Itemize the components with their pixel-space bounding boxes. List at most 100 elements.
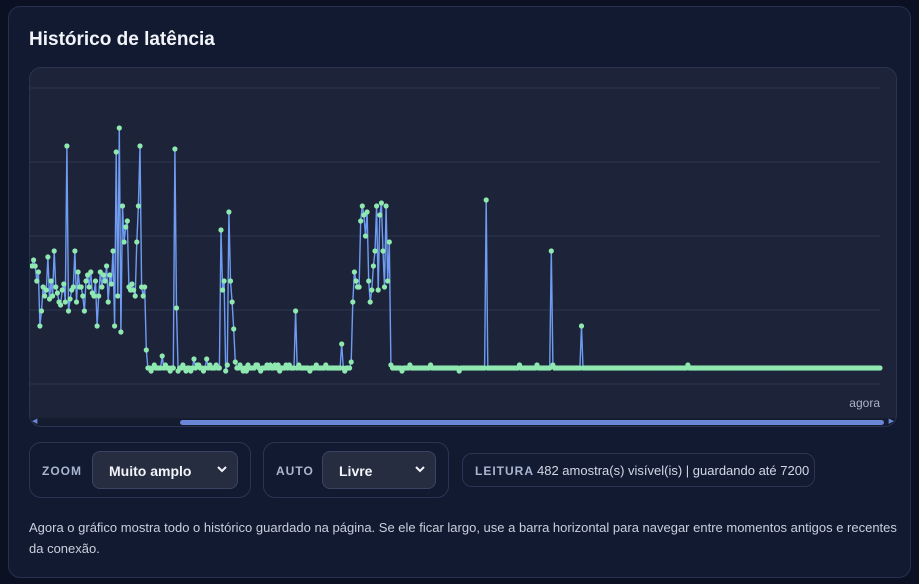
data-point	[123, 224, 129, 230]
data-point	[42, 293, 48, 299]
data-point	[92, 278, 99, 284]
data-point	[45, 254, 51, 260]
latency-chart-panel[interactable]: agora ◀ ▶	[29, 67, 897, 427]
data-point	[159, 353, 165, 359]
data-point	[170, 365, 176, 371]
data-point	[227, 278, 234, 284]
data-point	[366, 278, 372, 284]
data-point	[43, 287, 49, 293]
data-point	[223, 368, 229, 374]
data-point	[121, 239, 127, 245]
data-point	[347, 365, 353, 371]
data-point	[173, 305, 180, 311]
now-label: agora	[849, 396, 880, 410]
data-point	[50, 293, 56, 299]
chevron-down-icon	[415, 466, 425, 473]
data-point	[358, 218, 364, 224]
scroll-right-arrow-icon[interactable]: ▶	[888, 418, 894, 425]
data-point	[112, 323, 118, 329]
data-point	[232, 359, 238, 365]
data-point	[381, 284, 388, 290]
chevron-down-icon	[217, 466, 227, 473]
data-point	[124, 218, 130, 224]
zoom-label: ZOOM	[42, 464, 82, 478]
data-point	[350, 299, 356, 305]
data-point	[99, 284, 105, 290]
data-point	[110, 248, 116, 254]
data-point	[364, 209, 370, 215]
data-point	[367, 299, 373, 305]
data-point	[107, 272, 113, 278]
data-point	[88, 269, 94, 275]
auto-control: AUTO Livre	[263, 442, 449, 498]
data-point	[385, 278, 391, 284]
data-point	[59, 287, 65, 293]
data-point	[32, 263, 38, 269]
data-point	[372, 248, 378, 254]
data-point	[362, 233, 369, 239]
data-point	[86, 284, 92, 290]
data-point	[142, 284, 148, 290]
data-point	[61, 281, 67, 287]
data-point	[62, 299, 68, 305]
data-point	[351, 269, 357, 275]
chart-grid	[30, 87, 880, 385]
auto-label: AUTO	[276, 464, 314, 478]
data-point	[108, 281, 114, 287]
data-point	[96, 293, 102, 299]
data-point	[48, 278, 54, 284]
card-title: Histórico de latência	[29, 29, 215, 50]
scrollbar-thumb[interactable]	[180, 420, 884, 425]
data-point	[58, 302, 64, 308]
data-point	[34, 278, 40, 284]
data-point	[172, 146, 178, 152]
data-point	[118, 329, 124, 335]
auto-select[interactable]: Livre	[322, 451, 436, 489]
data-point	[115, 293, 121, 299]
data-point	[578, 323, 585, 329]
data-point	[369, 287, 375, 293]
data-point	[31, 257, 37, 263]
reading-label: LEITURA	[475, 464, 534, 478]
zoom-control: ZOOM Muito amplo	[29, 442, 251, 498]
data-point	[113, 149, 119, 155]
data-point	[119, 203, 126, 209]
data-point	[64, 143, 70, 149]
data-point	[216, 365, 222, 371]
data-point	[105, 299, 111, 305]
data-point	[221, 278, 227, 284]
data-point	[226, 209, 232, 215]
data-point	[70, 284, 76, 290]
data-point	[75, 269, 81, 275]
data-point	[72, 248, 78, 254]
data-point	[375, 287, 381, 293]
data-point	[224, 362, 230, 368]
data-point	[131, 287, 137, 293]
data-point	[102, 278, 108, 284]
latency-chart	[30, 87, 883, 385]
horizontal-scrollbar[interactable]: ◀ ▶	[30, 418, 896, 426]
data-point	[129, 281, 135, 287]
data-point	[377, 212, 383, 218]
data-point	[374, 203, 380, 209]
latency-points	[30, 125, 883, 374]
data-point	[359, 203, 365, 209]
data-point	[386, 239, 392, 245]
data-point	[81, 308, 87, 314]
data-point	[80, 293, 86, 299]
latency-history-card: Histórico de latência agora ◀ ▶ ZOOM Mui…	[8, 6, 911, 578]
scroll-left-arrow-icon[interactable]: ◀	[32, 418, 38, 425]
data-point	[137, 143, 143, 149]
data-point	[356, 284, 362, 290]
data-point	[78, 284, 84, 290]
data-point	[339, 341, 345, 347]
data-point	[53, 284, 59, 290]
auto-select-value: Livre	[339, 463, 373, 479]
data-point	[35, 269, 41, 275]
data-point	[877, 365, 883, 371]
data-point	[220, 287, 226, 293]
data-point	[348, 359, 354, 365]
latency-series-line	[31, 127, 880, 374]
zoom-select[interactable]: Muito amplo	[92, 451, 238, 489]
data-point	[140, 293, 146, 299]
